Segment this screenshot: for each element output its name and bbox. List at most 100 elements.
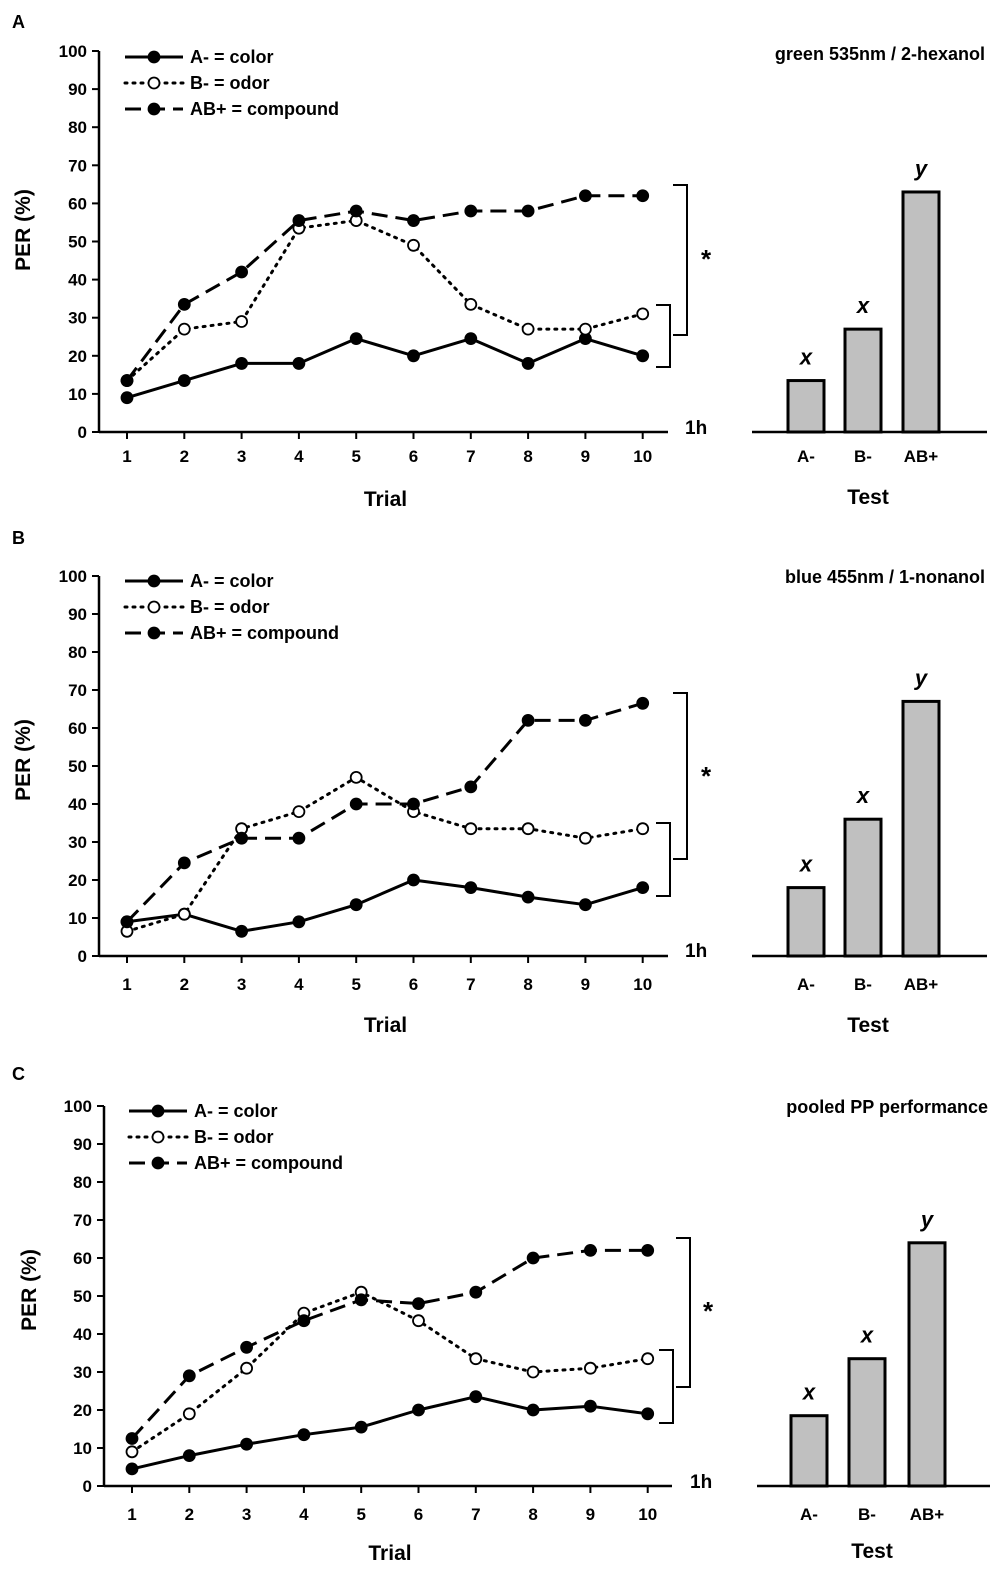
x-tick-label: 3: [237, 447, 246, 466]
y-tick-label: 20: [68, 871, 87, 890]
y-axis-title: PER (%): [12, 719, 35, 801]
test-category-label: B-: [854, 975, 872, 994]
y-tick-label: 0: [78, 947, 87, 966]
legend-label: AB+ = compound: [190, 623, 339, 643]
test-axis-title: Test: [847, 1014, 889, 1037]
significance-letter: x: [799, 345, 813, 370]
x-tick-label: 2: [180, 975, 189, 994]
panel-letter: A: [12, 12, 25, 32]
y-tick-label: 100: [59, 567, 87, 586]
data-point: [526, 1365, 540, 1379]
data-point: [125, 1445, 139, 1459]
significance-letter: y: [914, 665, 929, 690]
series-2: [120, 189, 650, 387]
data-point: [526, 1403, 540, 1417]
significance-star: *: [701, 761, 712, 791]
data-point: [240, 1361, 254, 1375]
x-tick-label: 6: [409, 447, 418, 466]
y-tick-label: 80: [68, 643, 87, 662]
legend-label: A- = color: [190, 571, 274, 591]
panel-title: green 535nm / 2-hexanol: [775, 44, 985, 64]
legend-marker: [151, 1130, 165, 1144]
y-tick-label: 90: [68, 80, 87, 99]
y-tick-label: 100: [59, 42, 87, 61]
y-tick-label: 40: [73, 1325, 92, 1344]
y-tick-label: 0: [83, 1477, 92, 1496]
x-tick-label: 7: [466, 447, 475, 466]
x-tick-label: 5: [351, 975, 360, 994]
panel-letter: C: [12, 1064, 25, 1084]
data-point: [292, 915, 306, 929]
series-line: [130, 1290, 650, 1454]
y-tick-label: 70: [68, 156, 87, 175]
series-0: [120, 332, 650, 405]
data-point: [464, 822, 478, 836]
y-tick-label: 80: [73, 1173, 92, 1192]
data-point: [469, 1285, 483, 1299]
y-axis-title: PER (%): [12, 189, 35, 271]
data-point: [641, 1407, 655, 1421]
data-point: [407, 873, 420, 887]
significance-bracket-inner: [659, 1349, 674, 1424]
y-tick-label: 60: [68, 194, 87, 213]
data-point: [579, 714, 592, 727]
test-bar: [786, 886, 826, 958]
test-bar: [907, 1241, 947, 1488]
data-point: [469, 1390, 483, 1404]
test-category-label: A-: [797, 975, 815, 994]
legend-label: A- = color: [194, 1101, 278, 1121]
data-point: [235, 831, 249, 845]
y-tick-label: 50: [68, 233, 87, 252]
data-point: [584, 1399, 597, 1413]
data-point: [120, 374, 134, 387]
y-tick-label: 70: [73, 1211, 92, 1230]
data-point: [412, 1297, 425, 1310]
significance-letter: x: [856, 783, 870, 808]
y-tick-label: 50: [73, 1287, 92, 1306]
x-tick-label: 1: [122, 975, 131, 994]
series-line: [126, 878, 644, 933]
data-point: [182, 1369, 196, 1383]
x-tick-label: 3: [242, 1505, 251, 1524]
y-tick-label: 20: [68, 347, 87, 366]
data-point: [464, 297, 478, 311]
data-point: [182, 1449, 196, 1462]
legend-label: B- = odor: [194, 1127, 274, 1147]
test-bar: [847, 1357, 887, 1488]
legend-marker: [147, 600, 161, 614]
x-tick-label: 10: [633, 447, 652, 466]
test-axis-title: Test: [847, 486, 889, 509]
legend-marker: [151, 1156, 165, 1170]
data-point: [177, 374, 191, 387]
x-tick-label: 8: [523, 447, 532, 466]
significance-bracket-outer: [673, 184, 688, 336]
x-tick-label: 4: [294, 447, 304, 466]
legend-label: A- = color: [190, 47, 274, 67]
significance-letter: x: [802, 1380, 816, 1405]
test-bar: [786, 379, 826, 434]
data-point: [636, 822, 650, 836]
significance-bracket-outer: [676, 1237, 691, 1388]
series-2: [120, 696, 650, 929]
data-point: [292, 805, 306, 818]
y-tick-label: 90: [73, 1135, 92, 1154]
data-point: [407, 797, 420, 811]
data-point: [584, 1244, 597, 1257]
legend: A- = color B- = odor AB+ = compound: [127, 1101, 343, 1173]
data-point: [407, 214, 420, 227]
significance-star: *: [701, 244, 712, 274]
x-axis-title: Trial: [364, 488, 407, 511]
data-point: [349, 204, 363, 218]
y-tick-label: 50: [68, 757, 87, 776]
significance-bracket-inner: [656, 822, 671, 897]
data-point: [526, 1251, 540, 1265]
test-bar-chart: x A-x B-y AB+ Test: [752, 156, 987, 509]
data-point: [177, 322, 191, 336]
y-tick-label: 20: [73, 1401, 92, 1420]
data-point: [125, 1462, 139, 1476]
test-category-label: AB+: [910, 1505, 945, 1524]
x-tick-label: 8: [528, 1505, 537, 1524]
data-point: [297, 1428, 311, 1442]
y-axis-title: PER (%): [18, 1249, 41, 1331]
